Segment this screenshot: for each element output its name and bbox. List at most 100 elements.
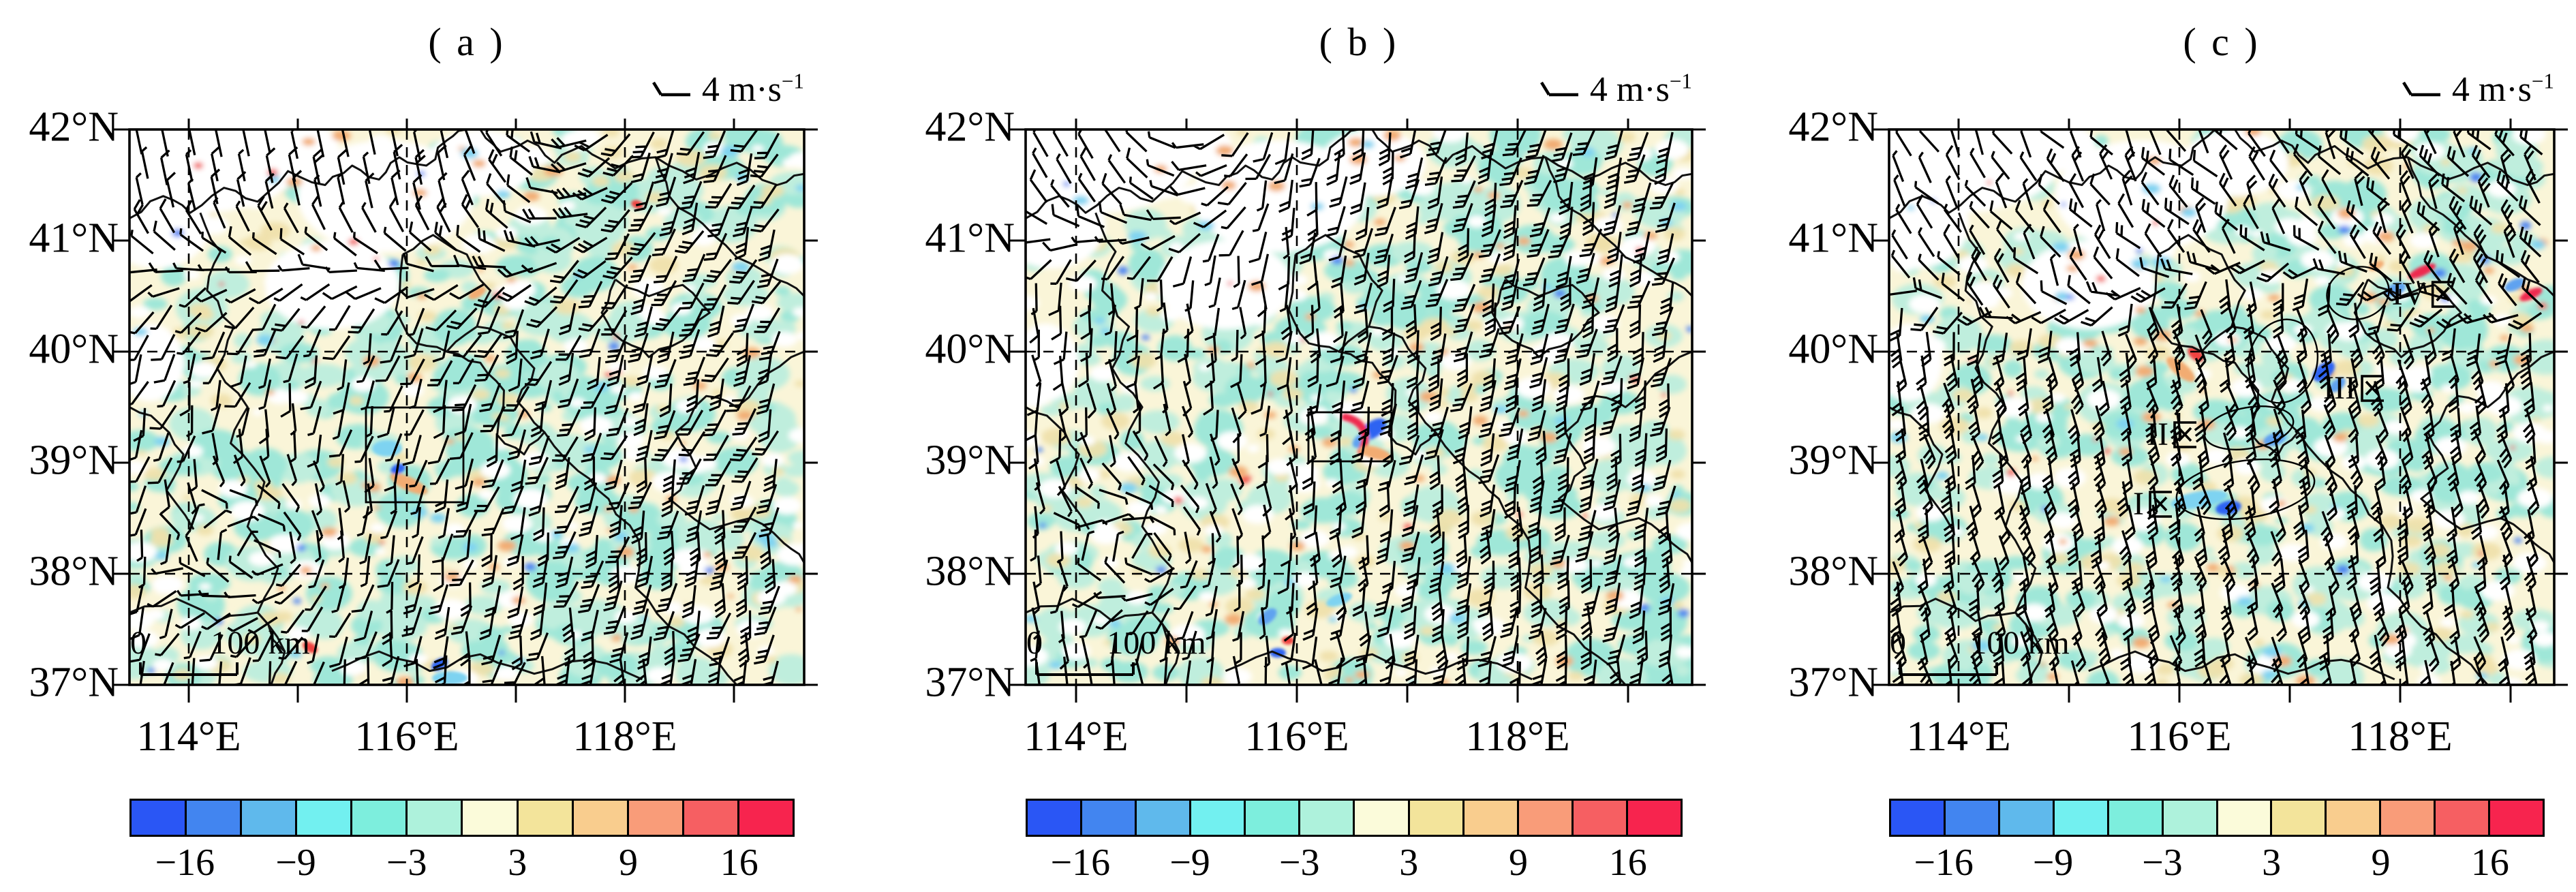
reference-vector-text: 4 m·s xyxy=(701,70,782,109)
y-tick-label: 41°N xyxy=(29,215,119,262)
colorbar-cell xyxy=(2270,801,2325,835)
colorbar-cell xyxy=(571,801,627,835)
scalebar-label: 100 km xyxy=(211,625,310,661)
colorbar-tick-label: 16 xyxy=(720,842,758,884)
colorbar-tick-label: 9 xyxy=(1509,842,1528,884)
reference-vector-text: 4 m·s xyxy=(1589,70,1670,109)
panel-a: ( a ) 4 m·s−1 0 100 km 42°N 41°N 40°N 39°N 3… xyxy=(0,0,859,892)
colorbar-tick-label: 3 xyxy=(1399,842,1419,884)
y-tick-label: 42°N xyxy=(29,104,119,151)
x-tick-label: 114°E xyxy=(1024,713,1129,760)
x-tick-label: 118°E xyxy=(572,713,677,760)
colorbar-cell xyxy=(1891,801,1944,835)
reference-vector-label: 4 m·s−1 xyxy=(2452,70,2554,110)
reference-vector: 4 m·s−1 xyxy=(1026,67,1692,112)
colorbar-cell xyxy=(2379,801,2434,835)
reference-vector-label: 4 m·s−1 xyxy=(1590,70,1692,110)
colorbar-cell xyxy=(1244,801,1299,835)
colorbar-cell xyxy=(1298,801,1353,835)
y-tick-label: 40°N xyxy=(1788,326,1878,373)
colorbar-cell xyxy=(1625,801,1681,835)
colorbar-cells xyxy=(1889,799,2545,837)
colorbar-cell xyxy=(461,801,517,835)
region-roman-numeral: II xyxy=(2147,416,2168,452)
colorbar-cell xyxy=(295,801,351,835)
colorbar xyxy=(129,799,795,837)
y-tick-label: 38°N xyxy=(1788,548,1878,595)
colorbar-tick-label: 16 xyxy=(1608,842,1647,884)
x-tick-label: 118°E xyxy=(2348,713,2453,760)
region-label: I xyxy=(2133,488,2174,521)
reference-vector-exponent: −1 xyxy=(1669,69,1692,93)
panel-title: ( c ) xyxy=(2183,20,2260,64)
x-tick-label: 116°E xyxy=(354,713,459,760)
scalebar-zero: 0 xyxy=(1026,625,1043,661)
x-tick-label: 116°E xyxy=(2127,713,2232,760)
colorbar-cell xyxy=(737,801,793,835)
region-label: III xyxy=(2323,372,2386,405)
reference-vector-exponent: −1 xyxy=(2531,69,2554,93)
colorbar-cell xyxy=(1997,801,2053,835)
colorbar xyxy=(1889,799,2545,837)
panel-b: ( b ) 4 m·s−1 0 100 km 42°N 41°N 40°N 39°N 3… xyxy=(859,0,1717,892)
colorbar-cell xyxy=(1189,801,1244,835)
qu-zone-icon xyxy=(2361,375,2384,402)
qu-zone-icon xyxy=(2173,421,2196,448)
map-plot xyxy=(1873,119,2568,703)
colorbar-tick-label: −16 xyxy=(155,842,215,884)
wind-barb-icon xyxy=(1539,81,1578,97)
colorbar-cell xyxy=(2434,801,2489,835)
colorbar-cell xyxy=(516,801,572,835)
colorbar-tick-label: −9 xyxy=(275,842,316,884)
scalebar-label: 100 km xyxy=(1107,625,1206,661)
colorbar-cell xyxy=(681,801,737,835)
y-tick-label: 39°N xyxy=(925,437,1015,484)
reference-vector-text: 4 m·s xyxy=(2451,70,2532,109)
colorbar-cell xyxy=(185,801,241,835)
colorbar-cells xyxy=(129,799,795,837)
y-tick-label: 41°N xyxy=(1788,215,1878,262)
colorbar-tick-label: −9 xyxy=(2032,842,2074,884)
y-tick-label: 40°N xyxy=(29,326,119,373)
y-tick-label: 39°N xyxy=(1788,437,1878,484)
colorbar-tick-label: 3 xyxy=(508,842,527,884)
x-tick-label: 118°E xyxy=(1465,713,1570,760)
colorbar-cell xyxy=(2325,801,2380,835)
y-tick-label: 38°N xyxy=(925,548,1015,595)
colorbar-cell xyxy=(2106,801,2162,835)
colorbar-tick-label: −16 xyxy=(1050,842,1111,884)
colorbar-cell xyxy=(405,801,461,835)
colorbar-cell xyxy=(1516,801,1571,835)
colorbar-tick-label: −16 xyxy=(1914,842,1974,884)
wind-barb-icon xyxy=(651,81,690,97)
scalebar-label: 100 km xyxy=(1970,625,2070,661)
colorbar xyxy=(1026,799,1683,837)
panel-c: ( c ) 4 m·s−1 I II III IV 0 100 km 42°N 41°N… xyxy=(1717,0,2576,892)
region-roman-numeral: III xyxy=(2323,370,2356,406)
colorbar-cell xyxy=(1462,801,1517,835)
colorbar-cell xyxy=(1571,801,1626,835)
colorbar-cell xyxy=(1353,801,1408,835)
y-tick-label: 37°N xyxy=(29,659,119,706)
y-tick-label: 40°N xyxy=(925,326,1015,373)
y-tick-label: 37°N xyxy=(925,659,1015,706)
colorbar-tick-label: 9 xyxy=(2371,842,2391,884)
x-tick-label: 116°E xyxy=(1244,713,1349,760)
colorbar-cell xyxy=(1407,801,1462,835)
scalebar-zero: 0 xyxy=(1890,625,1906,661)
colorbar-cell xyxy=(626,801,682,835)
qu-zone-icon xyxy=(2431,281,2455,308)
wind-barb-icon xyxy=(2402,81,2440,97)
y-tick-label: 39°N xyxy=(29,437,119,484)
colorbar-cell xyxy=(1028,801,1081,835)
colorbar-tick-label: −9 xyxy=(1169,842,1210,884)
colorbar-tick-label: −3 xyxy=(2142,842,2183,884)
region-label: IV xyxy=(2392,278,2457,311)
colorbar-cell xyxy=(350,801,406,835)
colorbar-cell xyxy=(1135,801,1190,835)
colorbar-cell xyxy=(1943,801,1998,835)
scalebar-zero: 0 xyxy=(130,625,147,661)
y-tick-label: 42°N xyxy=(1788,104,1878,151)
panel-title: ( b ) xyxy=(1319,20,1399,64)
region-roman-numeral: IV xyxy=(2391,276,2427,312)
